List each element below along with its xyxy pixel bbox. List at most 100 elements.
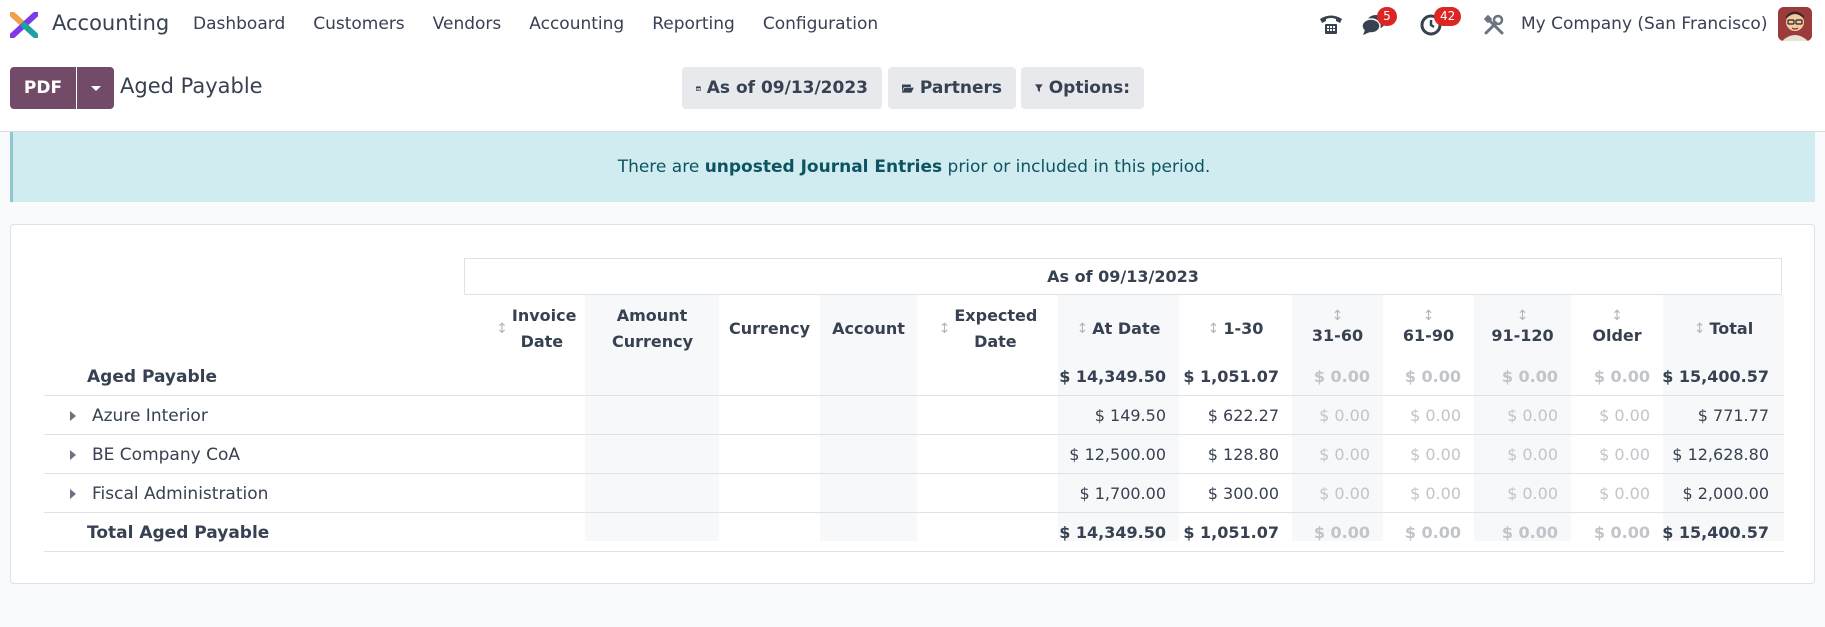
unposted-entries-alert: There are unposted Journal Entries prior… [10, 132, 1815, 202]
col-header-older-label: Older [1592, 326, 1642, 345]
messages-badge: 5 [1377, 7, 1397, 26]
user-avatar[interactable] [1778, 7, 1812, 41]
cell-91-120: $ 0.00 [1507, 406, 1558, 425]
activities-badge: 42 [1434, 7, 1462, 26]
cell-91-120: $ 0.00 [1501, 523, 1558, 542]
options-filter-button[interactable]: Options: [1021, 67, 1144, 109]
col-header-1-30-label: 1-30 [1223, 319, 1264, 338]
cell-total: $ 15,400.57 [1662, 367, 1769, 386]
menu-item-customers[interactable]: Customers [313, 14, 405, 34]
col-bg-31-60 [1292, 295, 1383, 541]
main-menu: Dashboard Customers Vendors Accounting R… [193, 14, 906, 34]
col-header-total[interactable]: ↕ Total [1663, 301, 1784, 357]
cell-total: $ 771.77 [1697, 406, 1769, 425]
row-label: Total Aged Payable [87, 523, 270, 543]
unposted-entries-link[interactable]: unposted Journal Entries [704, 157, 943, 177]
cell-older: $ 0.00 [1599, 406, 1650, 425]
menu-item-reporting[interactable]: Reporting [652, 14, 735, 34]
cell-31-60: $ 0.00 [1319, 484, 1370, 503]
col-header-invoice-date-label: Invoice Date [511, 306, 577, 351]
cell-at-date: $ 14,349.50 [1059, 367, 1166, 386]
cell-61-90: $ 0.00 [1410, 445, 1461, 464]
date-filter-button[interactable]: As of 09/13/2023 [682, 67, 882, 109]
cell-at-date: $ 12,500.00 [1069, 445, 1166, 464]
expand-caret-icon[interactable] [70, 411, 76, 421]
col-header-older[interactable]: ↕ Older [1571, 301, 1663, 357]
menu-item-vendors[interactable]: Vendors [432, 14, 502, 34]
cell-91-120: $ 0.00 [1501, 367, 1558, 386]
partner-name[interactable]: BE Company CoA [92, 445, 240, 465]
messages-icon[interactable]: 5 [1359, 7, 1397, 40]
cell-older: $ 0.00 [1599, 445, 1650, 464]
date-filter-label: As of 09/13/2023 [706, 78, 868, 98]
cell-61-90: $ 0.00 [1410, 406, 1461, 425]
partners-filter-label: Partners [919, 78, 1002, 98]
cell-1-30: $ 128.80 [1207, 445, 1279, 464]
col-header-amount-currency: Amount Currency [585, 301, 719, 357]
table-row-azure-interior[interactable]: Azure Interior $ 149.50 $ 622.27 $ 0.00 … [44, 397, 1784, 435]
cell-at-date: $ 14,349.50 [1059, 523, 1166, 542]
cell-older: $ 0.00 [1593, 367, 1650, 386]
cell-1-30: $ 300.00 [1207, 484, 1279, 503]
calendar-icon [696, 85, 701, 91]
table-row-total-aged-payable: Total Aged Payable $ 14,349.50 $ 1,051.0… [44, 514, 1784, 552]
col-header-expected-date[interactable]: ↕ Expected Date [917, 301, 1058, 357]
menu-item-configuration[interactable]: Configuration [762, 14, 879, 34]
phone-icon[interactable] [1316, 10, 1346, 40]
alert-prefix: There are [617, 157, 705, 177]
col-header-1-30[interactable]: ↕ 1-30 [1179, 301, 1292, 357]
col-header-at-date[interactable]: ↕ At Date [1058, 301, 1179, 357]
col-header-31-60[interactable]: ↕ 31-60 [1292, 301, 1383, 357]
cell-total: $ 15,400.57 [1662, 523, 1769, 542]
cell-at-date: $ 1,700.00 [1079, 484, 1166, 503]
app-name[interactable]: Accounting [52, 11, 170, 35]
col-bg-91-120 [1474, 295, 1571, 541]
alert-suffix: prior or included in this period. [942, 157, 1211, 177]
activities-icon[interactable]: 42 [1416, 7, 1462, 40]
col-header-expected-date-label: Expected Date [954, 306, 1038, 351]
col-header-invoice-date[interactable]: ↕ Invoice Date [483, 301, 585, 357]
pdf-button[interactable]: PDF [10, 67, 76, 109]
col-bg-account [820, 295, 917, 541]
sort-icon: ↕ [1422, 308, 1435, 324]
col-header-31-60-label: 31-60 [1311, 326, 1364, 345]
table-row-fiscal-administration[interactable]: Fiscal Administration $ 1,700.00 $ 300.0… [44, 475, 1784, 513]
partner-name[interactable]: Fiscal Administration [92, 484, 269, 504]
filter-icon [1035, 83, 1043, 92]
col-bg-total [1663, 295, 1784, 541]
cell-61-90: $ 0.00 [1404, 367, 1461, 386]
sort-icon: ↕ [1207, 321, 1220, 337]
cell-1-30: $ 1,051.07 [1183, 367, 1279, 386]
cell-91-120: $ 0.00 [1507, 445, 1558, 464]
accounting-app-icon[interactable] [10, 12, 38, 38]
table-row-be-company-coa[interactable]: BE Company CoA $ 12,500.00 $ 128.80 $ 0.… [44, 436, 1784, 474]
cell-31-60: $ 0.00 [1313, 367, 1370, 386]
col-bg-amount-currency [585, 295, 719, 541]
partners-filter-button[interactable]: Partners [888, 67, 1016, 109]
cell-61-90: $ 0.00 [1410, 484, 1461, 503]
col-header-61-90[interactable]: ↕ 61-90 [1383, 301, 1474, 357]
period-header: As of 09/13/2023 [464, 258, 1782, 295]
col-header-91-120[interactable]: ↕ 91-120 [1474, 301, 1571, 357]
page-title: Aged Payable [120, 74, 263, 98]
company-switcher[interactable]: My Company (San Francisco) [1521, 14, 1768, 34]
caret-down-icon [90, 85, 101, 91]
sort-icon: ↕ [496, 321, 508, 337]
table-row-aged-payable: Aged Payable $ 14,349.50 $ 1,051.07 $ 0.… [44, 358, 1784, 396]
control-panel: PDF Aged Payable As of 09/13/2023 Partne… [0, 50, 1825, 132]
menu-item-accounting[interactable]: Accounting [529, 14, 625, 34]
export-dropdown-toggle[interactable] [77, 67, 114, 109]
col-header-account-label: Account [832, 319, 905, 338]
cell-older: $ 0.00 [1593, 523, 1650, 542]
expand-caret-icon[interactable] [70, 450, 76, 460]
sort-icon: ↕ [1331, 308, 1344, 324]
partner-name[interactable]: Azure Interior [92, 406, 208, 426]
col-header-61-90-label: 61-90 [1402, 326, 1455, 345]
tools-icon[interactable] [1479, 10, 1509, 40]
cell-older: $ 0.00 [1599, 484, 1650, 503]
sort-icon: ↕ [1693, 321, 1706, 337]
row-label: Aged Payable [87, 367, 217, 387]
col-bg-at-date [1058, 295, 1179, 541]
expand-caret-icon[interactable] [70, 489, 76, 499]
menu-item-dashboard[interactable]: Dashboard [193, 14, 286, 34]
